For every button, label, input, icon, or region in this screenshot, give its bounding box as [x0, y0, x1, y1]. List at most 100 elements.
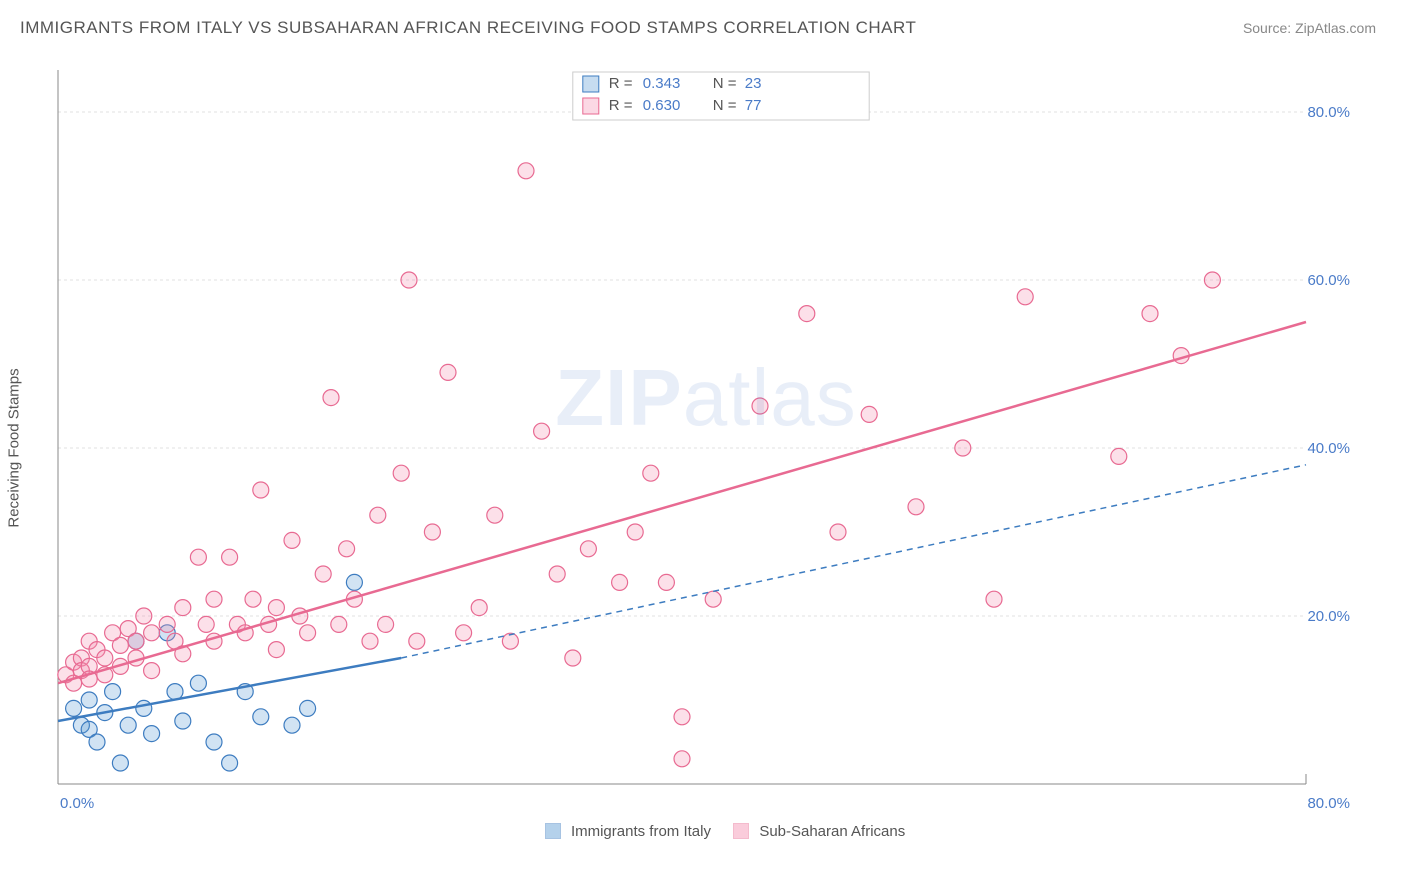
- data-point-ssa: [502, 633, 518, 649]
- data-point-ssa: [245, 591, 261, 607]
- data-point-italy: [120, 717, 136, 733]
- legend-n-label: N =: [713, 97, 737, 114]
- x-tick-label: 0.0%: [60, 795, 94, 812]
- data-point-ssa: [674, 751, 690, 767]
- data-point-ssa: [830, 524, 846, 540]
- data-point-italy: [81, 692, 97, 708]
- data-point-ssa: [222, 549, 238, 565]
- data-point-italy: [300, 700, 316, 716]
- data-point-ssa: [409, 633, 425, 649]
- data-point-ssa: [986, 591, 1002, 607]
- data-point-ssa: [339, 541, 355, 557]
- data-point-ssa: [315, 566, 331, 582]
- data-point-italy: [253, 709, 269, 725]
- data-point-ssa: [159, 616, 175, 632]
- y-tick-label: 60.0%: [1307, 272, 1350, 289]
- y-tick-label: 20.0%: [1307, 608, 1350, 625]
- trend-line-ssa: [58, 322, 1306, 683]
- data-point-ssa: [549, 566, 565, 582]
- data-point-ssa: [534, 423, 550, 439]
- data-point-ssa: [175, 600, 191, 616]
- data-point-ssa: [658, 574, 674, 590]
- legend-n-label: N =: [713, 75, 737, 92]
- data-point-italy: [112, 755, 128, 771]
- legend-swatch-italy: [545, 823, 561, 839]
- data-point-ssa: [799, 306, 815, 322]
- data-point-ssa: [908, 499, 924, 515]
- data-point-ssa: [861, 406, 877, 422]
- legend-r-value: 0.343: [643, 75, 681, 92]
- chart-container: Receiving Food Stamps 20.0%40.0%60.0%80.…: [46, 58, 1386, 838]
- chart-title: IMMIGRANTS FROM ITALY VS SUBSAHARAN AFRI…: [20, 18, 916, 38]
- data-point-ssa: [378, 616, 394, 632]
- data-point-italy: [190, 675, 206, 691]
- data-point-ssa: [424, 524, 440, 540]
- data-point-italy: [167, 684, 183, 700]
- data-point-ssa: [955, 440, 971, 456]
- data-point-italy: [222, 755, 238, 771]
- bottom-legend: Immigrants from Italy Sub-Saharan Africa…: [46, 823, 1386, 840]
- data-point-ssa: [198, 616, 214, 632]
- data-point-ssa: [565, 650, 581, 666]
- source-label: Source: ZipAtlas.com: [1243, 20, 1376, 36]
- data-point-ssa: [97, 650, 113, 666]
- data-point-italy: [206, 734, 222, 750]
- data-point-italy: [144, 726, 160, 742]
- legend-r-label: R =: [609, 75, 633, 92]
- data-point-ssa: [401, 272, 417, 288]
- chart-svg: 20.0% 40.0% 60.0% 80.0% 0.0% 80.0% R = 0.343 N =…: [56, 64, 1356, 824]
- data-point-ssa: [144, 625, 160, 641]
- legend-label-italy: Immigrants from Italy: [571, 823, 711, 840]
- data-point-ssa: [284, 532, 300, 548]
- data-point-italy: [175, 713, 191, 729]
- legend-n-value: 23: [745, 75, 762, 92]
- data-point-ssa: [300, 625, 316, 641]
- data-point-ssa: [456, 625, 472, 641]
- legend-r-value: 0.630: [643, 97, 681, 114]
- data-point-ssa: [144, 663, 160, 679]
- data-point-ssa: [331, 616, 347, 632]
- data-point-ssa: [487, 507, 503, 523]
- y-tick-label: 40.0%: [1307, 440, 1350, 457]
- data-point-ssa: [323, 390, 339, 406]
- data-point-ssa: [752, 398, 768, 414]
- data-point-ssa: [268, 600, 284, 616]
- data-point-ssa: [112, 637, 128, 653]
- legend-swatch-ssa: [583, 98, 599, 114]
- data-point-italy: [66, 700, 82, 716]
- data-point-ssa: [580, 541, 596, 557]
- data-point-ssa: [362, 633, 378, 649]
- data-point-ssa: [206, 591, 222, 607]
- data-point-ssa: [1142, 306, 1158, 322]
- data-point-ssa: [190, 549, 206, 565]
- data-point-ssa: [612, 574, 628, 590]
- legend-swatch-ssa: [733, 823, 749, 839]
- legend-label-ssa: Sub-Saharan Africans: [759, 823, 905, 840]
- data-point-ssa: [1017, 289, 1033, 305]
- legend-swatch-italy: [583, 76, 599, 92]
- trend-line-ext-italy: [401, 465, 1306, 658]
- data-point-ssa: [128, 633, 144, 649]
- data-point-italy: [105, 684, 121, 700]
- data-point-ssa: [1111, 448, 1127, 464]
- data-point-ssa: [370, 507, 386, 523]
- data-point-ssa: [253, 482, 269, 498]
- data-point-ssa: [136, 608, 152, 624]
- data-point-ssa: [393, 465, 409, 481]
- data-point-ssa: [643, 465, 659, 481]
- data-point-ssa: [674, 709, 690, 725]
- data-point-italy: [136, 700, 152, 716]
- y-axis-label: Receiving Food Stamps: [6, 368, 23, 527]
- y-tick-label: 80.0%: [1307, 104, 1350, 121]
- plot-area: 20.0% 40.0% 60.0% 80.0% 0.0% 80.0% R = 0.343 N =…: [56, 64, 1356, 824]
- data-point-ssa: [268, 642, 284, 658]
- data-point-ssa: [1204, 272, 1220, 288]
- data-point-italy: [346, 574, 362, 590]
- legend-n-value: 77: [745, 97, 762, 114]
- data-point-ssa: [705, 591, 721, 607]
- data-point-italy: [284, 717, 300, 733]
- x-tick-label: 80.0%: [1307, 795, 1350, 812]
- data-point-ssa: [627, 524, 643, 540]
- data-point-ssa: [471, 600, 487, 616]
- legend-r-label: R =: [609, 97, 633, 114]
